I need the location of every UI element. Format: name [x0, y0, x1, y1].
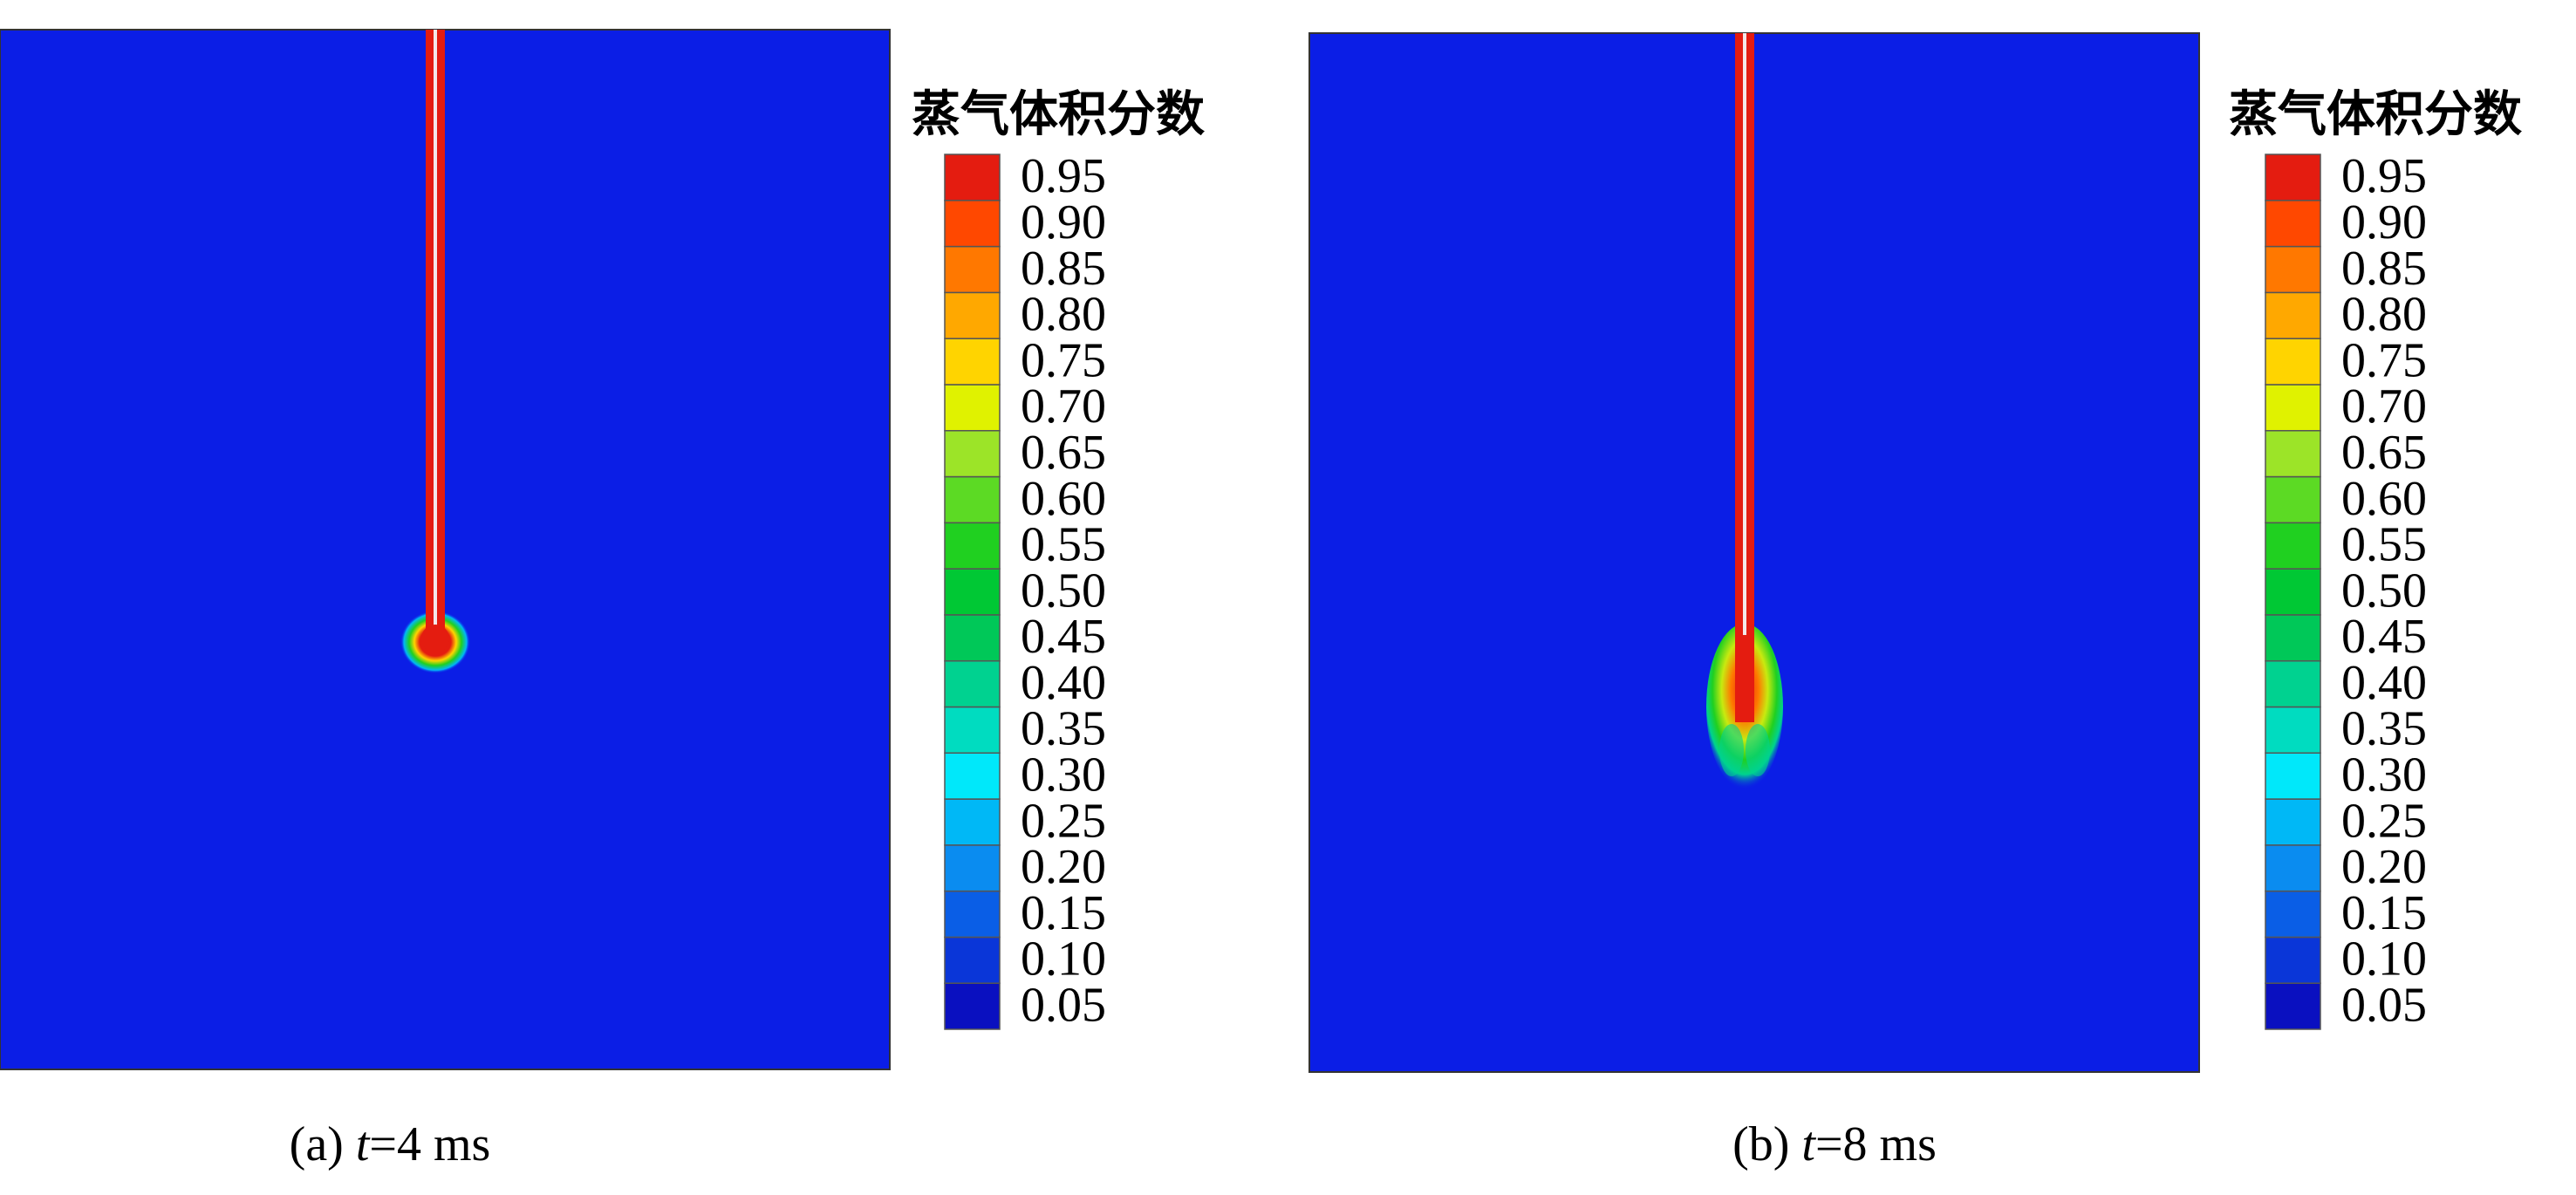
colorbar-swatch	[2265, 245, 2321, 294]
colorbar-label: 0.20	[1021, 840, 1106, 894]
colorbar-label: 0.95	[1021, 149, 1106, 203]
contour-field	[0, 29, 891, 1070]
colorbar-swatch	[2265, 659, 2321, 708]
colorbar-swatch	[944, 245, 1001, 294]
colorbar-label: 0.35	[2341, 702, 2427, 756]
caption-value: =4 ms	[369, 1117, 490, 1171]
colorbar-label: 0.65	[1021, 426, 1106, 480]
colorbar-swatch	[2265, 338, 2321, 386]
colorbar-label: 0.85	[2341, 242, 2427, 296]
colorbar-label: 0.85	[1021, 242, 1106, 296]
colorbar-swatch	[2265, 844, 2321, 892]
colorbar-label: 0.90	[1021, 195, 1106, 249]
colorbar-label: 0.75	[1021, 333, 1106, 387]
caption-label: (a)	[290, 1117, 344, 1171]
colorbar-label: 0.25	[1021, 794, 1106, 848]
colorbar-label: 0.45	[2341, 610, 2427, 664]
colorbar-label: 0.15	[1021, 886, 1106, 940]
colorbar-swatch	[944, 568, 1001, 616]
colorbar-swatch	[2265, 798, 2321, 846]
colorbar-swatch	[2265, 936, 2321, 984]
colorbar-label: 0.80	[2341, 288, 2427, 342]
colorbar-label: 0.60	[2341, 472, 2427, 526]
colorbar-label: 0.55	[2341, 518, 2427, 572]
colorbar-label: 0.50	[2341, 563, 2427, 618]
colorbar-swatch	[2265, 568, 2321, 616]
colorbar-swatch	[944, 890, 1001, 939]
colorbar-swatch	[2265, 291, 2321, 339]
colorbar-label: 0.35	[1021, 702, 1106, 756]
colorbar-label: 0.05	[2341, 978, 2427, 1032]
colorbar-label: 0.95	[2341, 149, 2427, 203]
colorbar-label: 0.70	[1021, 379, 1106, 434]
colorbar-label: 0.70	[2341, 379, 2427, 434]
colorbar-swatch	[944, 752, 1001, 800]
colorbar-swatch	[944, 614, 1001, 662]
colorbar-swatch	[944, 706, 1001, 755]
colorbar-label: 0.55	[1021, 518, 1106, 572]
colorbar-swatch	[2265, 200, 2321, 248]
colorbar-title: 蒸气体积分数	[912, 86, 1205, 143]
colorbar-swatch	[2265, 154, 2321, 201]
caption-symbol: t	[356, 1117, 371, 1171]
colorbar-label: 0.30	[2341, 748, 2427, 802]
colorbar-label: 0.25	[2341, 794, 2427, 848]
colorbar-swatch	[944, 200, 1001, 248]
colorbar-swatch	[2265, 429, 2321, 478]
colorbar-label: 0.60	[1021, 472, 1106, 526]
colorbar-label: 0.65	[2341, 426, 2427, 480]
colorbar-label: 0.10	[1021, 932, 1106, 987]
colorbar-swatch	[2265, 384, 2321, 432]
colorbar-label: 0.45	[1021, 610, 1106, 664]
colorbar-label: 0.40	[1021, 656, 1106, 710]
contour-field	[1308, 32, 2200, 1073]
panel-caption: (b) t=8 ms	[1732, 1117, 1937, 1171]
colorbar-swatch	[2265, 890, 2321, 939]
colorbar-label: 0.10	[2341, 932, 2427, 987]
colorbar-swatch	[2265, 522, 2321, 570]
colorbar-swatch	[2265, 475, 2321, 524]
colorbar-swatch	[2265, 614, 2321, 662]
colorbar-swatch	[944, 475, 1001, 524]
colorbar-swatch	[944, 154, 1001, 201]
colorbar-label: 0.20	[2341, 840, 2427, 894]
colorbar-swatch	[2265, 752, 2321, 800]
colorbar-title: 蒸气体积分数	[2229, 86, 2522, 143]
colorbar-label: 0.30	[1021, 748, 1106, 802]
colorbar-swatch	[944, 338, 1001, 386]
colorbar-label: 0.80	[1021, 288, 1106, 342]
caption-label: (b)	[1732, 1117, 1789, 1171]
colorbar-label: 0.05	[1021, 978, 1106, 1032]
colorbar-label: 0.40	[2341, 656, 2427, 710]
colorbar-swatch	[944, 936, 1001, 984]
colorbar-label: 0.90	[2341, 195, 2427, 249]
colorbar-swatch	[944, 982, 1001, 1030]
colorbar-swatch	[944, 429, 1001, 478]
colorbar-swatch	[944, 522, 1001, 570]
colorbar-swatch	[2265, 706, 2321, 755]
caption-symbol: t	[1801, 1117, 1816, 1171]
colorbar-swatch	[944, 659, 1001, 708]
colorbar-swatch	[2265, 982, 2321, 1030]
colorbar-swatch	[944, 291, 1001, 339]
caption-value: =8 ms	[1815, 1117, 1937, 1171]
colorbar-label: 0.15	[2341, 886, 2427, 940]
colorbar-swatch	[944, 798, 1001, 846]
colorbar-label: 0.75	[2341, 333, 2427, 387]
panel-caption: (a) t=4 ms	[290, 1117, 491, 1171]
colorbar-label: 0.50	[1021, 563, 1106, 618]
colorbar-swatch	[944, 844, 1001, 892]
colorbar-swatch	[944, 384, 1001, 432]
